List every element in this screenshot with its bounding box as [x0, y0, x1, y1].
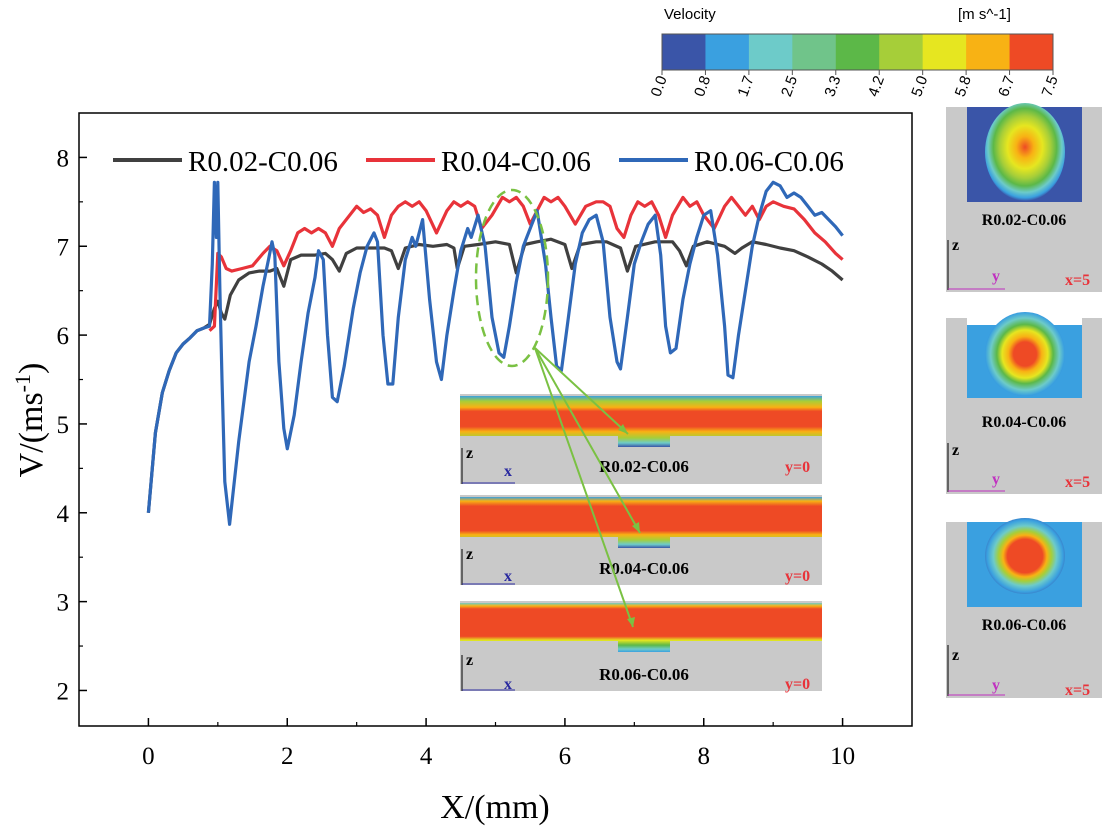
cross-section-inset-3: R0.06-C0.06 z y x=5 — [946, 518, 1102, 699]
colorbar-tick-label-4: 3.3 — [821, 74, 844, 99]
flow-field — [460, 396, 822, 447]
x-axis-label-inset: x — [504, 676, 512, 693]
y-tick-label-6: 8 — [57, 145, 70, 172]
inset-position: x=5 — [1065, 272, 1090, 289]
inset-position: x=5 — [1065, 474, 1090, 491]
series-line-R0.06-C0.06 — [146, 180, 844, 526]
inset-position: y=0 — [785, 459, 810, 476]
x-tick-label-0: 0 — [142, 743, 155, 770]
y-axis-label-inset: y — [992, 268, 1000, 285]
inset-position: x=5 — [1065, 682, 1090, 699]
z-axis-label: z — [952, 237, 959, 254]
legend-label-r002: R0.02-C0.06 — [188, 146, 338, 178]
colorbar-cells — [662, 34, 1054, 70]
colorbar-tick-label-7: 5.8 — [952, 74, 975, 99]
cross-section-inset-2: R0.04-C0.06 z y x=5 — [946, 312, 1102, 494]
colorbar-cell-3 — [792, 34, 837, 70]
y-tick-label-3: 5 — [57, 412, 70, 439]
x-tick-label-2: 4 — [420, 743, 433, 770]
longitudinal-inset-2: z x R0.04-C0.06 y=0 — [460, 495, 822, 585]
y-axis-label-close: ) — [13, 363, 50, 374]
colorbar-tick-label-2: 1.7 — [735, 74, 758, 99]
colorbar-cell-4 — [835, 34, 880, 70]
y-axis-label-main: V/(ms — [13, 392, 50, 477]
series-lines — [146, 180, 844, 526]
inset-label: R0.06-C0.06 — [599, 665, 689, 684]
colorbar-tick-label-6: 5.0 — [908, 74, 931, 99]
flow-field — [460, 603, 822, 652]
y-tick-label-2: 4 — [57, 501, 70, 528]
colorbar-cell-6 — [922, 34, 967, 70]
z-axis-label: z — [952, 442, 959, 459]
colorbar-cell-0 — [662, 34, 706, 70]
colorbar-title: Velocity — [664, 6, 716, 23]
pointer-arrow-2 — [534, 347, 641, 534]
y-axis-label: V/(ms-1) — [10, 363, 50, 478]
y-axis-label-sup: -1 — [10, 374, 35, 392]
series-line-R0.04-C0.06 — [208, 195, 844, 332]
colorbar-cell-2 — [748, 34, 793, 70]
colorbar-tick-label-9: 7.5 — [1039, 74, 1062, 99]
cross-section-inset-1: R0.02-C0.06 z y x=5 — [946, 103, 1102, 292]
legend: R0.02-C0.06 R0.04-C0.06 R0.06-C0.06 — [113, 146, 844, 178]
legend-label-r004: R0.04-C0.06 — [441, 146, 591, 178]
y-tick-label-1: 3 — [57, 590, 70, 617]
x-tick-label-1: 2 — [281, 743, 294, 770]
pointer-arrow-1 — [534, 347, 629, 435]
x-tick-label-4: 8 — [698, 743, 711, 770]
z-axis-label: z — [466, 652, 473, 669]
pointer-arrowhead-3 — [627, 617, 635, 627]
z-axis-label: z — [466, 546, 473, 563]
colorbar-tick-label-3: 2.5 — [778, 74, 801, 99]
highlight-ellipse — [474, 188, 550, 368]
y-axis-label-inset: y — [992, 677, 1000, 694]
pointer-arrow-3 — [534, 347, 634, 628]
inset-label: R0.04-C0.06 — [982, 414, 1066, 431]
y-tick-label-5: 7 — [57, 234, 70, 261]
inset-label: R0.02-C0.06 — [982, 212, 1066, 229]
flow-field — [460, 497, 822, 548]
pointer-arrowhead-1 — [618, 424, 628, 434]
y-tick-label-0: 2 — [57, 678, 70, 705]
x-tick-label-5: 10 — [830, 743, 855, 770]
pointer-arrowhead-2 — [632, 522, 640, 533]
colorbar-tick-label-5: 4.2 — [865, 74, 888, 99]
colorbar-tick-label-0: 0.0 — [648, 74, 671, 99]
y-tick-label-4: 6 — [57, 323, 70, 350]
colorbar-cell-7 — [966, 34, 1011, 70]
colorbar-cell-1 — [705, 34, 750, 70]
colorbar-units: [m s^-1] — [958, 6, 1011, 23]
colorbar-cell-8 — [1009, 34, 1054, 70]
y-axis-label-inset: y — [992, 471, 1000, 488]
colorbar-frame — [661, 33, 1054, 71]
inset-label: R0.02-C0.06 — [599, 457, 689, 476]
inset-position: y=0 — [785, 676, 810, 693]
legend-label-r006: R0.06-C0.06 — [694, 146, 844, 178]
inset-position: y=0 — [785, 568, 810, 585]
pointer-arrows — [534, 347, 641, 628]
longitudinal-inset-3: z x R0.06-C0.06 y=0 — [460, 601, 822, 693]
velocity-core — [985, 312, 1065, 396]
z-axis-label: z — [466, 445, 473, 462]
velocity-core — [985, 518, 1065, 594]
axis-ticks: 0 2 4 6 8 10 2 3 4 5 6 7 8 — [57, 145, 856, 770]
colorbar-tick-label-8: 6.7 — [995, 74, 1018, 99]
inset-label: R0.04-C0.06 — [599, 559, 689, 578]
x-axis-label-inset: x — [504, 568, 512, 585]
colorbar: Velocity [m s^-1] 0.0 0.8 1.7 2.5 3.3 4.2 5.0 5… — [648, 6, 1062, 99]
x-axis-label-inset: x — [504, 463, 512, 480]
colorbar-ticks: 0.0 0.8 1.7 2.5 3.3 4.2 5.0 5.8 6.7 7.5 — [648, 70, 1062, 99]
z-axis-label: z — [952, 647, 959, 664]
x-tick-label-3: 6 — [559, 743, 572, 770]
x-axis-label: X/(mm) — [440, 789, 550, 826]
inset-label: R0.06-C0.06 — [982, 617, 1066, 634]
velocity-core — [985, 103, 1065, 201]
colorbar-cell-5 — [879, 34, 924, 70]
longitudinal-inset-1: z x R0.02-C0.06 y=0 — [460, 394, 822, 484]
colorbar-tick-label-1: 0.8 — [691, 74, 714, 99]
